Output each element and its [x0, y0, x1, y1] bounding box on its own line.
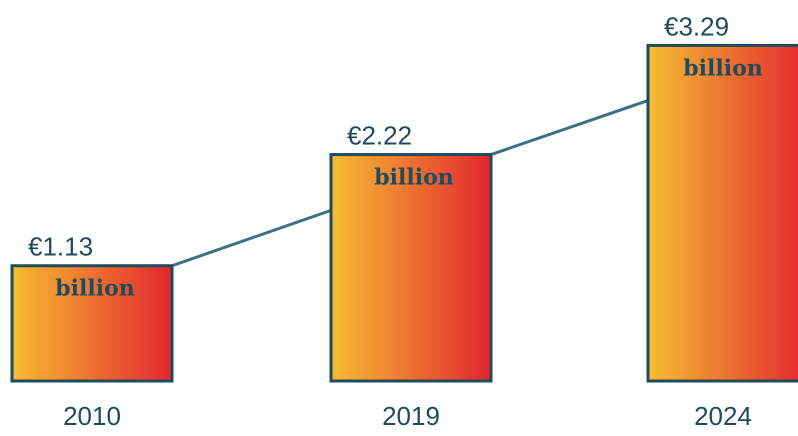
x-tick-label: 2024	[694, 401, 752, 431]
unit-label: billion	[374, 165, 453, 191]
value-label: €2.22	[347, 121, 412, 151]
bar	[646, 43, 798, 383]
unit-label: billion	[683, 55, 762, 81]
value-label: €1.13	[28, 232, 93, 262]
unit-label: billion	[55, 276, 134, 302]
x-tick-label: 2019	[382, 401, 440, 431]
bar	[329, 153, 493, 383]
x-tick-label: 2010	[63, 401, 121, 431]
bar	[10, 264, 174, 383]
value-label: €3.29	[664, 11, 729, 41]
